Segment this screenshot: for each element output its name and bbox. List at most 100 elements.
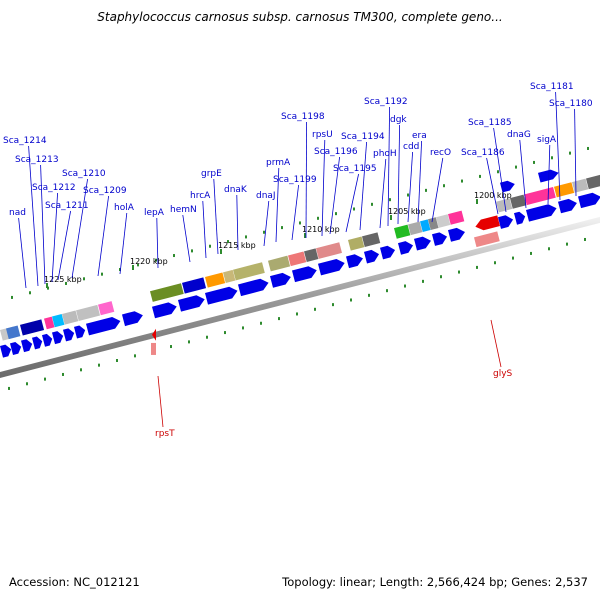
cds-arrow-alt (538, 169, 559, 183)
cds-arrow (346, 254, 363, 269)
gc-dot (440, 275, 442, 279)
gc-dot (224, 331, 226, 335)
function-block (407, 221, 423, 236)
gc-dot (461, 179, 463, 183)
gc-dot (371, 202, 373, 206)
gene-label-connector (321, 139, 326, 237)
rpsT-marker (152, 328, 156, 341)
cds-arrow (63, 328, 75, 342)
gc-dot (386, 289, 388, 293)
function-block (524, 186, 556, 206)
gc-dot (476, 265, 478, 269)
gc-dot (530, 251, 532, 255)
gc-dot (332, 303, 334, 307)
function-block (362, 232, 381, 248)
gc-dot (173, 254, 175, 258)
scale-tick (476, 199, 478, 204)
gene-label: recO (430, 148, 451, 158)
function-block (428, 217, 439, 230)
gc-dot (584, 237, 586, 241)
cds-arrow (578, 192, 600, 209)
cds-arrow (318, 259, 345, 276)
function-block (97, 301, 115, 316)
gc-dot (98, 363, 100, 367)
cds-arrow (448, 227, 465, 242)
gene-labels: nad Sca_1214 Sca_1213 Sca_1212 Sca_1211 Sca_1… (3, 82, 593, 439)
topology-text: Topology: linear; Length: 2,566,424 bp; … (282, 575, 588, 589)
gene-label-connector (57, 210, 71, 281)
gene-label: Sca_1185 (468, 118, 512, 128)
gene-label: hemN (170, 205, 197, 215)
gene-label: dnaK (224, 185, 248, 195)
gc-dot (314, 307, 316, 311)
gc-dot (65, 281, 67, 285)
gene-label: Sca_1186 (461, 148, 505, 158)
gene-label: Sca_1195 (333, 164, 377, 174)
function-block (233, 262, 265, 281)
gene-label-connector (555, 91, 561, 201)
gc-dot (260, 321, 262, 325)
function-block (447, 210, 465, 225)
gc-dot (83, 277, 85, 281)
gene-label-connector (202, 200, 207, 259)
gene-label-connector (407, 151, 413, 223)
gene-label: cdd (403, 142, 419, 152)
gene-label: Sca_1211 (45, 201, 89, 211)
cds-arrow (52, 331, 64, 345)
gc-dot (494, 261, 496, 265)
gene-label: Sca_1198 (281, 112, 325, 122)
function-block (76, 304, 101, 321)
gene-label-connector (519, 139, 527, 209)
gene-label: rpsU (312, 130, 333, 140)
gene-label-connector (387, 106, 390, 227)
cds-arrow (526, 204, 557, 222)
glyS-marker (475, 215, 500, 231)
gc-dot (368, 293, 370, 297)
function-block (287, 251, 307, 267)
gc-dot (281, 226, 283, 230)
gc-dot (116, 359, 118, 363)
cds-arrow (32, 336, 43, 350)
cds-arrow-alt (500, 180, 515, 193)
function-block (5, 325, 21, 340)
scale-tick (132, 265, 134, 270)
cds-arrow (152, 302, 177, 319)
gc-dot (515, 165, 517, 169)
gene-label-connector (305, 121, 308, 239)
gc-dot (458, 270, 460, 274)
gc-dot (191, 249, 193, 253)
gene-label: dnaJ (256, 191, 276, 201)
gene-label-connector (263, 200, 270, 247)
cds-arrow (292, 266, 317, 283)
gc-dot (353, 207, 355, 211)
gc-dot (263, 230, 265, 234)
cds-arrow (205, 286, 238, 305)
gc-dot (62, 372, 64, 376)
gene-label-connector (291, 184, 299, 241)
gene-label-connector (431, 157, 444, 223)
function-block (150, 283, 184, 302)
gene-label-connector (51, 192, 58, 283)
gene-label: holA (114, 203, 135, 213)
function-block (222, 269, 236, 283)
gc-dot (44, 377, 46, 381)
scale-label: 1205 kbp (388, 207, 426, 216)
function-block (43, 316, 55, 330)
scale-label: 1200 kbp (474, 191, 512, 200)
gc-dot (335, 212, 337, 216)
gc-dot (425, 188, 427, 192)
gene-label: nad (9, 208, 26, 218)
gene-label: Sca_1212 (32, 183, 76, 193)
scale-label: 1215 kbp (218, 241, 256, 250)
cds-arrow (178, 295, 205, 312)
function-block (586, 173, 600, 190)
gene-label-connector (28, 145, 39, 287)
gc-dot (389, 198, 391, 202)
gc-dot (119, 268, 121, 272)
gc-dot (8, 386, 10, 390)
gc-dot (404, 284, 406, 288)
gene-label-connector (213, 178, 219, 255)
gc-dot (278, 317, 280, 321)
scale-tick (46, 283, 48, 288)
